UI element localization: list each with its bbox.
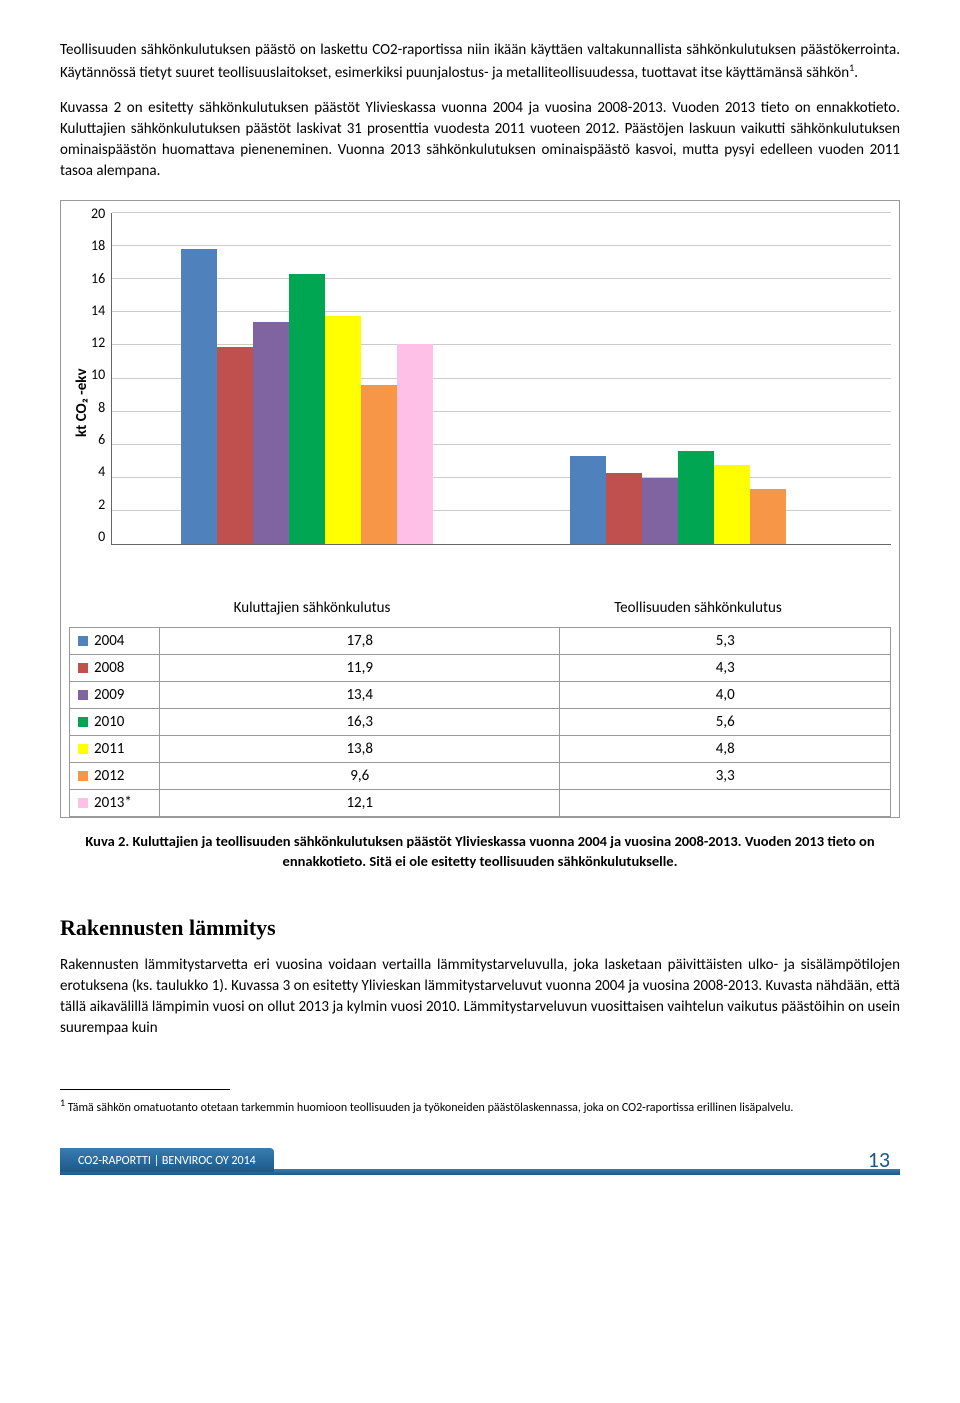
bar-group [502, 213, 891, 544]
table-cell: 4,8 [560, 736, 891, 763]
bar [289, 274, 325, 544]
table-cell: 5,3 [560, 628, 891, 655]
ytick-label: 16 [91, 270, 105, 287]
legend-label: 2004 [94, 632, 124, 650]
chart-yaxis: 20181614121086420 [91, 205, 111, 545]
chart-xaxis: Kuluttajien sähkönkulutusTeollisuuden sä… [119, 593, 891, 627]
legend-swatch [78, 771, 88, 781]
bar [253, 322, 289, 544]
emissions-chart: kt CO₂ -ekv 20181614121086420 Kuluttajie… [60, 200, 900, 818]
bar [570, 456, 606, 544]
table-row: 2013* 12,1 [70, 790, 891, 817]
table-row: 2011 13,84,8 [70, 736, 891, 763]
chart-caption: Kuva 2. Kuluttajien ja teollisuuden sähk… [60, 832, 900, 871]
ytick-label: 14 [91, 302, 105, 319]
xaxis-label: Teollisuuden sähkönkulutus [505, 593, 891, 627]
table-cell: 5,6 [560, 709, 891, 736]
bar [397, 344, 433, 544]
bar [750, 489, 786, 544]
legend-label: 2008 [94, 659, 124, 677]
body-paragraph-2: Kuvassa 2 on esitetty sähkönkulutuksen p… [60, 98, 900, 182]
table-cell: 12,1 [160, 790, 560, 817]
table-row: 2008 11,94,3 [70, 655, 891, 682]
table-cell: 3,3 [560, 763, 891, 790]
table-cell: 17,8 [160, 628, 560, 655]
bar [678, 451, 714, 544]
legend-label: 2013* [94, 794, 132, 812]
table-cell: 4,0 [560, 682, 891, 709]
legend-swatch [78, 690, 88, 700]
table-cell: 4,3 [560, 655, 891, 682]
table-cell: 16,3 [160, 709, 560, 736]
footer-left-label: CO2-RAPORTTI | BENVIROC OY 2014 [60, 1148, 274, 1172]
xaxis-label: Kuluttajien sähkönkulutus [119, 593, 505, 627]
table-row: 2009 13,44,0 [70, 682, 891, 709]
table-cell: 9,6 [160, 763, 560, 790]
ytick-label: 12 [91, 334, 105, 351]
footnote: 1 Tämä sähkön omatuotanto otetaan tarkem… [60, 1096, 900, 1116]
bar [181, 249, 217, 544]
ytick-label: 20 [91, 205, 105, 222]
bar [606, 473, 642, 544]
body-paragraph-1: Teollisuuden sähkönkulutuksen päästö on … [60, 40, 900, 84]
table-cell: 11,9 [160, 655, 560, 682]
bar-group [112, 213, 501, 544]
body-paragraph-3: Rakennusten lämmitystarvetta eri vuosina… [60, 955, 900, 1039]
bar [642, 478, 678, 544]
bar [325, 316, 361, 544]
chart-ylabel: kt CO₂ -ekv [69, 213, 91, 593]
table-row: 2012 9,63,3 [70, 763, 891, 790]
table-row: 2004 17,85,3 [70, 628, 891, 655]
footnote-separator [60, 1089, 230, 1090]
legend-label: 2011 [94, 740, 124, 758]
legend-swatch [78, 744, 88, 754]
legend-label: 2012 [94, 767, 124, 785]
legend-label: 2010 [94, 713, 124, 731]
ytick-label: 8 [98, 399, 105, 416]
legend-swatch [78, 717, 88, 727]
chart-data-table: 2004 17,85,3 2008 11,94,3 2009 13,44,0 2010 16,… [69, 627, 891, 817]
bar [361, 385, 397, 544]
chart-plot [111, 213, 891, 545]
legend-swatch [78, 636, 88, 646]
table-row: 2010 16,35,6 [70, 709, 891, 736]
ytick-label: 18 [91, 237, 105, 254]
ytick-label: 6 [98, 431, 105, 448]
legend-swatch [78, 798, 88, 808]
ytick-label: 2 [98, 496, 105, 513]
ytick-label: 0 [98, 528, 105, 545]
legend-label: 2009 [94, 686, 124, 704]
section-heading: Rakennusten lämmitys [60, 915, 900, 941]
bar [217, 347, 253, 544]
table-cell: 13,8 [160, 736, 560, 763]
legend-swatch [78, 663, 88, 673]
footnote-ref: 1 [849, 61, 854, 74]
page-number: 13 [868, 1146, 890, 1173]
table-cell: 13,4 [160, 682, 560, 709]
ytick-label: 10 [91, 366, 105, 383]
table-cell [560, 790, 891, 817]
bar [714, 465, 750, 544]
ytick-label: 4 [98, 463, 105, 480]
